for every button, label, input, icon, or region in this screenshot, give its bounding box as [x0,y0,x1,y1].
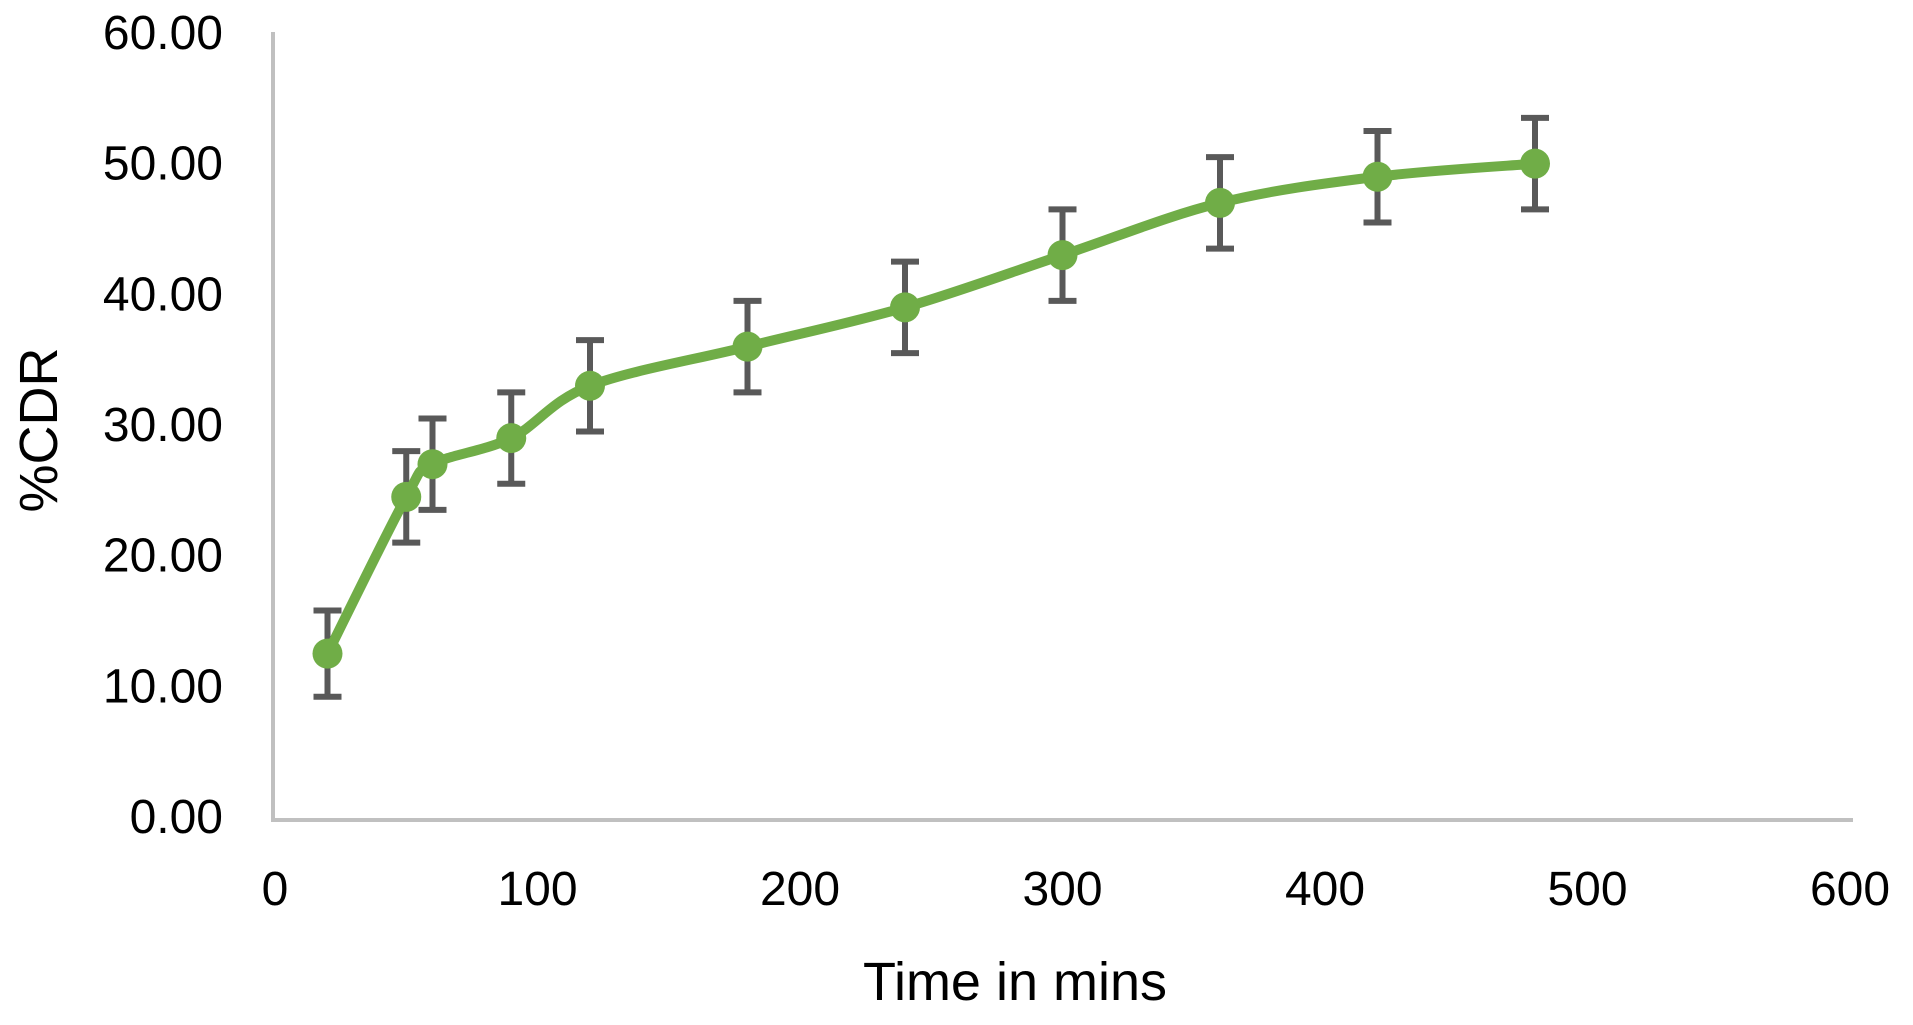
data-point-marker [391,481,422,512]
data-point-marker [1520,148,1550,179]
y-tick-label: 60.00 [103,7,223,60]
data-point-marker [417,449,448,480]
data-point-markers [312,148,1550,669]
data-point-marker [890,292,920,323]
y-tick-label: 40.00 [103,268,223,321]
x-axis-title: Time in mins [863,952,1167,1012]
error-bars [313,114,1549,700]
x-tick-label: 0 [262,863,289,916]
y-tick-label: 10.00 [103,660,223,713]
x-tick-label: 200 [760,863,840,916]
data-point-marker [575,370,605,401]
y-tick-label: 50.00 [103,138,223,191]
x-tick-label: 600 [1810,863,1890,916]
data-point-marker [496,423,527,454]
data-point-marker [1047,240,1078,271]
y-tick-label: 30.00 [103,399,223,452]
x-tick-label: 100 [497,863,577,916]
y-tick-label: 20.00 [103,530,223,583]
y-axis-tick-labels: 0.00 10.00 20.00 30.00 40.00 50.00 60.00 [103,7,223,844]
y-axis-title: %CDR [9,347,69,512]
x-tick-label: 300 [1022,863,1102,916]
data-point-marker [732,331,763,362]
x-axis-tick-labels: 0 100 200 300 400 500 600 [262,863,1890,916]
x-tick-label: 400 [1285,863,1365,916]
data-point-marker [312,638,343,669]
x-tick-label: 500 [1547,863,1627,916]
axes [271,32,1853,822]
data-point-marker [1362,161,1393,192]
data-point-marker [1205,187,1235,218]
y-tick-label: 0.00 [130,791,223,844]
